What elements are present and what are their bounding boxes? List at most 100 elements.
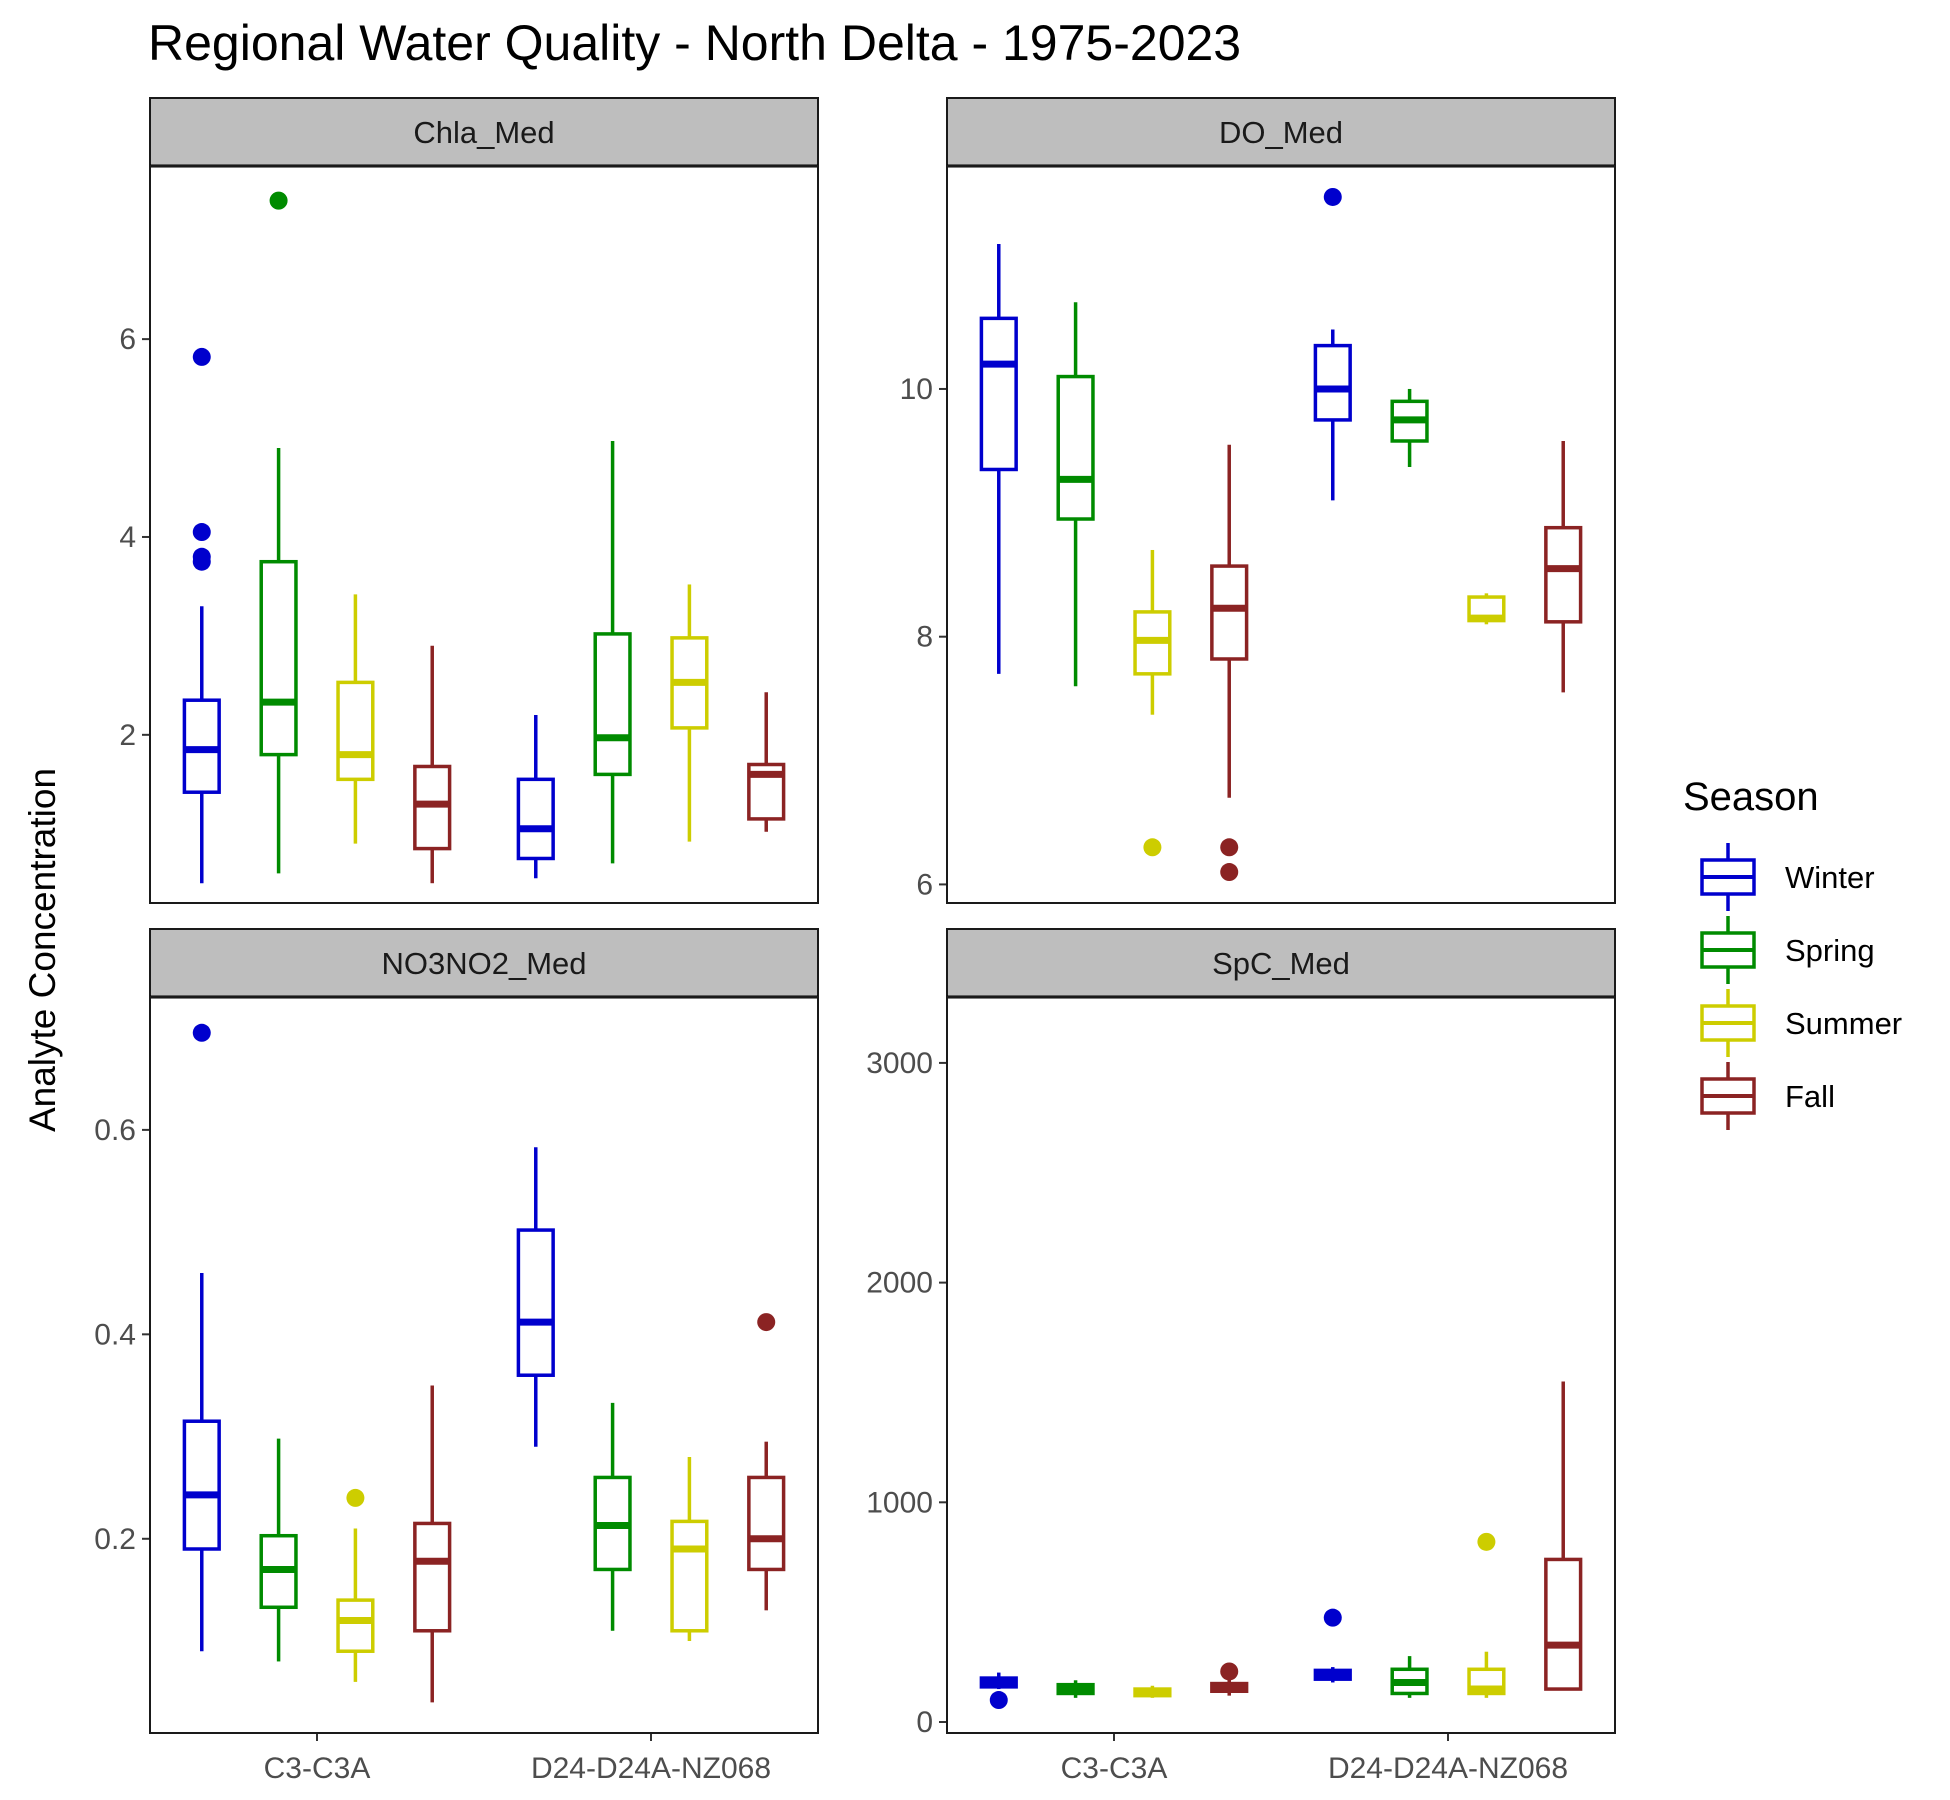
box-body (670, 1519, 709, 1633)
legend-title: Season (1683, 775, 1819, 819)
y-tick-label: 1000 (866, 1486, 933, 1519)
legend-label: Spring (1785, 933, 1875, 968)
facet-strip-label: NO3NO2_Med (381, 946, 586, 981)
y-axis-title: Analyte Concentration (22, 768, 63, 1132)
box-spring (259, 1438, 298, 1662)
box-summer (1467, 593, 1506, 625)
box-body (1313, 343, 1352, 422)
box-body (1056, 374, 1095, 521)
outlier-point (192, 347, 211, 366)
box-body (979, 316, 1018, 472)
box-fall (413, 645, 452, 884)
box-fall (1210, 444, 1249, 882)
y-tick-label: 2000 (866, 1267, 933, 1300)
box-fall (413, 1385, 452, 1703)
outlier-point (1220, 863, 1239, 882)
chart-title: Regional Water Quality - North Delta - 1… (148, 15, 1241, 71)
box-fall (1544, 440, 1583, 693)
box-spring (1056, 302, 1095, 687)
outlier-point (1477, 1532, 1496, 1551)
box-body (259, 559, 298, 757)
box-body (1544, 1557, 1583, 1691)
facet-panel: SpC_Med 0 1000 2000 3000 C3-C3A D24-D24A-NZ068 (866, 928, 1616, 1785)
box-winter (516, 1147, 555, 1447)
box-summer (1133, 1685, 1172, 1698)
facet-strip-label: DO_Med (1219, 115, 1343, 150)
box-spring (1390, 1656, 1429, 1698)
box-winter (1313, 187, 1352, 501)
facet-strip (946, 97, 1616, 167)
box-body (413, 1521, 452, 1633)
facet-strip-label: Chla_Med (413, 115, 554, 150)
box-fall (1544, 1381, 1583, 1691)
box-body (1544, 525, 1583, 624)
outlier-point (1143, 838, 1162, 857)
y-tick-label: 6 (119, 323, 136, 356)
y-tick-label: 0.6 (94, 1114, 136, 1147)
box-body (336, 1598, 375, 1653)
outlier-point (346, 1488, 365, 1507)
box-spring (259, 191, 298, 874)
box-fall (1210, 1662, 1249, 1696)
y-tick-label: 8 (916, 621, 933, 654)
legend-label: Summer (1785, 1006, 1902, 1041)
panel-border (946, 996, 1616, 1734)
x-tick-label: C3-C3A (1061, 1752, 1168, 1785)
y-tick-label: 0.4 (94, 1318, 136, 1351)
facet-strip-label: SpC_Med (1212, 946, 1350, 981)
box-spring (1390, 388, 1429, 467)
x-tick-label: C3-C3A (264, 1752, 371, 1785)
y-tick-label: 3000 (866, 1047, 933, 1080)
legend-item-spring: Spring (1700, 916, 1875, 984)
y-tick-label: 0 (916, 1706, 933, 1739)
box-spring (593, 441, 632, 864)
x-tick-label: D24-D24A-NZ068 (531, 1752, 771, 1785)
legend-label: Fall (1785, 1079, 1835, 1114)
box-spring (1056, 1680, 1095, 1698)
y-tick-label: 10 (900, 373, 933, 406)
box-spring (593, 1402, 632, 1631)
box-fall (747, 692, 786, 832)
box-summer (336, 1488, 375, 1682)
facet-strip (946, 928, 1616, 998)
panel-border (149, 996, 819, 1734)
y-tick-label: 0.2 (94, 1523, 136, 1556)
outlier-point (192, 1023, 211, 1042)
outlier-point (192, 523, 211, 542)
y-tick-label: 4 (119, 521, 136, 554)
legend: Season Winter Spring Summer Fall (1683, 775, 1902, 1130)
x-tick-label: D24-D24A-NZ068 (1328, 1752, 1568, 1785)
facet-strip (149, 97, 819, 167)
box-summer (1133, 549, 1172, 857)
legend-item-summer: Summer (1700, 989, 1902, 1057)
box-summer (336, 594, 375, 844)
box-body (593, 632, 632, 777)
legend-label: Winter (1785, 860, 1875, 895)
outlier-point (1220, 838, 1239, 857)
box-winter (979, 1672, 1018, 1710)
y-tick-label: 6 (916, 868, 933, 901)
legend-item-winter: Winter (1700, 843, 1875, 911)
box-body (516, 1228, 555, 1377)
box-summer (1467, 1532, 1506, 1698)
box-summer (670, 1457, 709, 1641)
outlier-point (989, 1691, 1008, 1710)
outlier-point (192, 547, 211, 566)
box-summer (670, 584, 709, 842)
box-body (516, 777, 555, 861)
outlier-point (1323, 1608, 1342, 1627)
box-winter (516, 715, 555, 879)
facet-strip (149, 928, 819, 998)
box-body (336, 680, 375, 782)
box-fall (747, 1313, 786, 1611)
facet-panel: Chla_Med 2 4 6 (119, 97, 819, 904)
outlier-point (757, 1313, 776, 1332)
facet-panels: Chla_Med 2 4 6 DO_Med 6 8 10 NO3NO2_Med 0.2 0.4 0.6… (94, 97, 1616, 1785)
box-body (182, 1419, 221, 1551)
panel-border (149, 165, 819, 904)
panel-border (946, 165, 1616, 904)
facet-panel: NO3NO2_Med 0.2 0.4 0.6 C3-C3A D24-D24A-NZ068 (94, 928, 819, 1785)
outlier-point (1323, 187, 1342, 206)
box-winter (182, 347, 221, 884)
